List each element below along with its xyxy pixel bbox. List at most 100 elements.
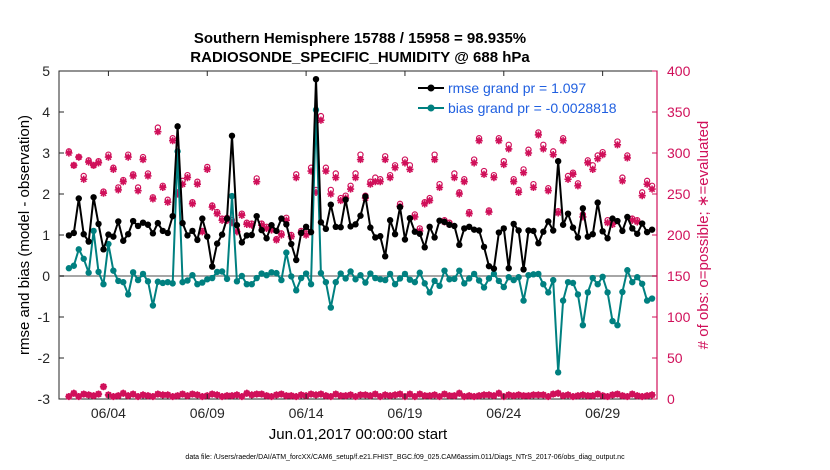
bias-point	[80, 255, 87, 262]
rmse-point	[307, 228, 315, 236]
rmse-point	[643, 228, 651, 236]
bias-point	[124, 291, 132, 298]
rmse-point	[638, 220, 646, 227]
obs-evaluated-low-marker	[559, 392, 567, 400]
obs-evaluated-low-marker	[85, 391, 93, 399]
obs-evaluated-low-marker	[549, 390, 557, 398]
rmse-point	[179, 219, 186, 227]
obs-evaluated-high-marker	[282, 216, 290, 224]
obs-evaluated-low-marker	[248, 391, 256, 399]
obs-evaluated-low-marker	[297, 391, 305, 399]
obs-evaluated-high-marker	[183, 174, 192, 182]
rmse-point	[554, 158, 562, 165]
rmse-point	[584, 233, 592, 240]
obs-evaluated-low-marker	[267, 392, 276, 401]
rmse-point	[95, 220, 102, 228]
bias-point	[342, 275, 349, 282]
y2-tick-label: 50	[667, 350, 683, 366]
rmse-point	[268, 221, 275, 229]
obs-evaluated-high-marker	[376, 178, 384, 186]
rmse-point	[263, 235, 270, 242]
bias-point	[357, 271, 364, 279]
rmse-point	[406, 214, 414, 222]
bias-point	[604, 289, 611, 296]
bias-point	[461, 280, 468, 287]
obs-evaluated-low-marker	[282, 392, 290, 400]
obs-evaluated-high-marker	[89, 161, 98, 169]
y-tick-label: 3	[42, 145, 50, 161]
bias-point	[638, 280, 646, 287]
obs-evaluated-high-marker	[80, 175, 88, 183]
x-tick-label: 06/24	[486, 405, 521, 421]
obs-evaluated-low-marker	[351, 392, 360, 401]
bias-point	[307, 281, 315, 288]
obs-evaluated-low-marker	[208, 390, 216, 398]
obs-evaluated-high-marker	[366, 180, 374, 188]
bias-point	[293, 287, 300, 294]
obs-evaluated-low-marker	[539, 391, 547, 399]
obs-evaluated-high-marker	[529, 183, 538, 192]
bias-point	[510, 276, 517, 284]
obs-evaluated-high-marker	[455, 190, 463, 198]
bias-point	[144, 278, 152, 285]
bias-point	[475, 277, 483, 284]
obs-evaluated-high-marker	[500, 160, 508, 169]
rmse-point	[436, 217, 443, 224]
rmse-point	[456, 241, 463, 249]
bias-point	[179, 278, 186, 286]
obs-evaluated-high-marker	[465, 210, 473, 218]
bias-point	[629, 278, 636, 286]
bias-point	[288, 273, 295, 280]
obs-evaluated-low-marker	[337, 392, 345, 400]
obs-evaluated-high-marker	[307, 167, 315, 175]
y2-tick-label: 200	[667, 227, 691, 243]
obs-evaluated-high-marker	[628, 216, 636, 224]
obs-evaluated-low-marker	[124, 392, 132, 400]
obs-evaluated-low-marker	[262, 392, 271, 400]
rmse-point	[545, 218, 552, 225]
obs-evaluated-high-marker	[519, 169, 528, 177]
obs-evaluated-low-marker	[228, 392, 236, 400]
bias-point	[550, 276, 557, 284]
rmse-point	[559, 221, 567, 228]
rmse-point	[144, 221, 152, 228]
rmse-point	[342, 196, 349, 203]
obs-evaluated-low-marker	[144, 392, 152, 400]
bias-point	[515, 274, 522, 281]
obs-evaluated-high-marker	[515, 188, 523, 196]
obs-evaluated-high-marker	[253, 178, 261, 186]
obs-evaluated-high-marker	[124, 153, 132, 161]
bias-point	[377, 276, 384, 283]
obs-evaluated-high-marker	[85, 158, 93, 166]
rmse-point	[441, 218, 448, 226]
bias-point	[574, 291, 582, 298]
obs-evaluated-high-marker	[594, 155, 602, 163]
rmse-point	[302, 223, 310, 230]
legend-bias-marker	[427, 104, 435, 112]
obs-evaluated-high-marker	[633, 218, 641, 226]
obs-evaluated-low-marker	[371, 390, 379, 398]
bias-point	[134, 276, 142, 284]
plot-frame	[58, 70, 658, 400]
bias-point	[579, 322, 587, 329]
y2-tick-label: 250	[667, 186, 691, 202]
obs-evaluated-high-marker	[495, 137, 503, 145]
rmse-point	[337, 224, 344, 231]
rmse-point	[70, 229, 78, 237]
rmse-point	[411, 228, 419, 235]
obs-evaluated-high-marker	[327, 190, 335, 198]
bias-point	[545, 289, 552, 296]
rmse-point	[569, 224, 577, 231]
obs-evaluated-low-marker	[307, 390, 315, 398]
bias-point	[110, 267, 117, 274]
obs-evaluated-high-marker	[346, 185, 355, 193]
obs-evaluated-high-marker	[322, 167, 330, 175]
rmse-point	[629, 225, 636, 232]
bias-point	[228, 192, 236, 200]
obs-evaluated-low-marker	[524, 392, 533, 400]
bias-point	[614, 322, 621, 329]
y-tick-label: 4	[42, 104, 50, 120]
legend-rmse-marker	[427, 84, 435, 92]
rmse-point	[648, 226, 656, 233]
obs-evaluated-low-marker	[174, 392, 182, 400]
